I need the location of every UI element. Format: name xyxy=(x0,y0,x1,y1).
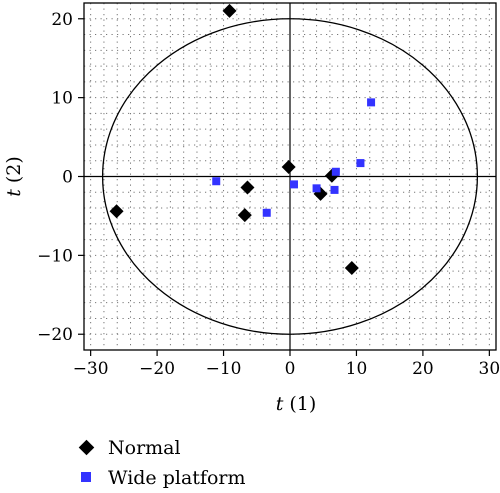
data-point-wide-platform xyxy=(212,177,221,186)
data-point-wide-platform xyxy=(367,98,376,107)
data-point-wide-platform xyxy=(356,159,365,168)
x-tick-label: 30 xyxy=(479,359,500,379)
legend-label-normal: Normal xyxy=(108,437,181,459)
data-point-wide-platform xyxy=(289,180,298,189)
x-tick-label: 0 xyxy=(285,359,296,379)
y-tick-label: −10 xyxy=(37,246,73,266)
data-point-wide-platform xyxy=(262,208,271,217)
legend-item-wide-platform: Wide platform xyxy=(78,463,246,493)
y-tick-label: 10 xyxy=(51,89,73,109)
y-tick-label: 0 xyxy=(62,168,73,188)
legend-item-normal: Normal xyxy=(78,433,246,463)
legend: Normal Wide platform xyxy=(78,433,246,493)
data-point-normal xyxy=(237,208,252,223)
legend-label-wide-platform: Wide platform xyxy=(108,467,246,489)
data-point-normal xyxy=(109,204,124,219)
diamond-marker-icon xyxy=(78,439,96,457)
data-point-normal xyxy=(344,260,359,275)
x-tick-label: 20 xyxy=(412,359,434,379)
x-tick-label: −10 xyxy=(206,359,242,379)
x-axis-idx: (1) xyxy=(289,393,316,415)
y-tick-label: −20 xyxy=(37,325,73,345)
x-tick-label: −20 xyxy=(139,359,175,379)
x-tick-label: 10 xyxy=(346,359,368,379)
y-axis-title: t (2) xyxy=(3,156,25,197)
data-point-normal xyxy=(240,180,255,195)
data-point-wide-platform xyxy=(312,184,321,193)
y-axis-var: t xyxy=(3,189,25,197)
data-point-normal xyxy=(281,160,296,175)
y-axis-idx: (2) xyxy=(3,156,25,183)
y-tick-label: 20 xyxy=(51,10,73,30)
x-axis-var: t xyxy=(276,393,284,415)
data-point-wide-platform xyxy=(331,167,340,176)
x-axis-title: t (1) xyxy=(276,393,317,415)
data-point-wide-platform xyxy=(330,185,339,194)
square-marker-icon xyxy=(78,469,96,487)
data-point-normal xyxy=(222,3,237,18)
x-tick-label: −30 xyxy=(73,359,109,379)
data-points xyxy=(109,3,376,275)
